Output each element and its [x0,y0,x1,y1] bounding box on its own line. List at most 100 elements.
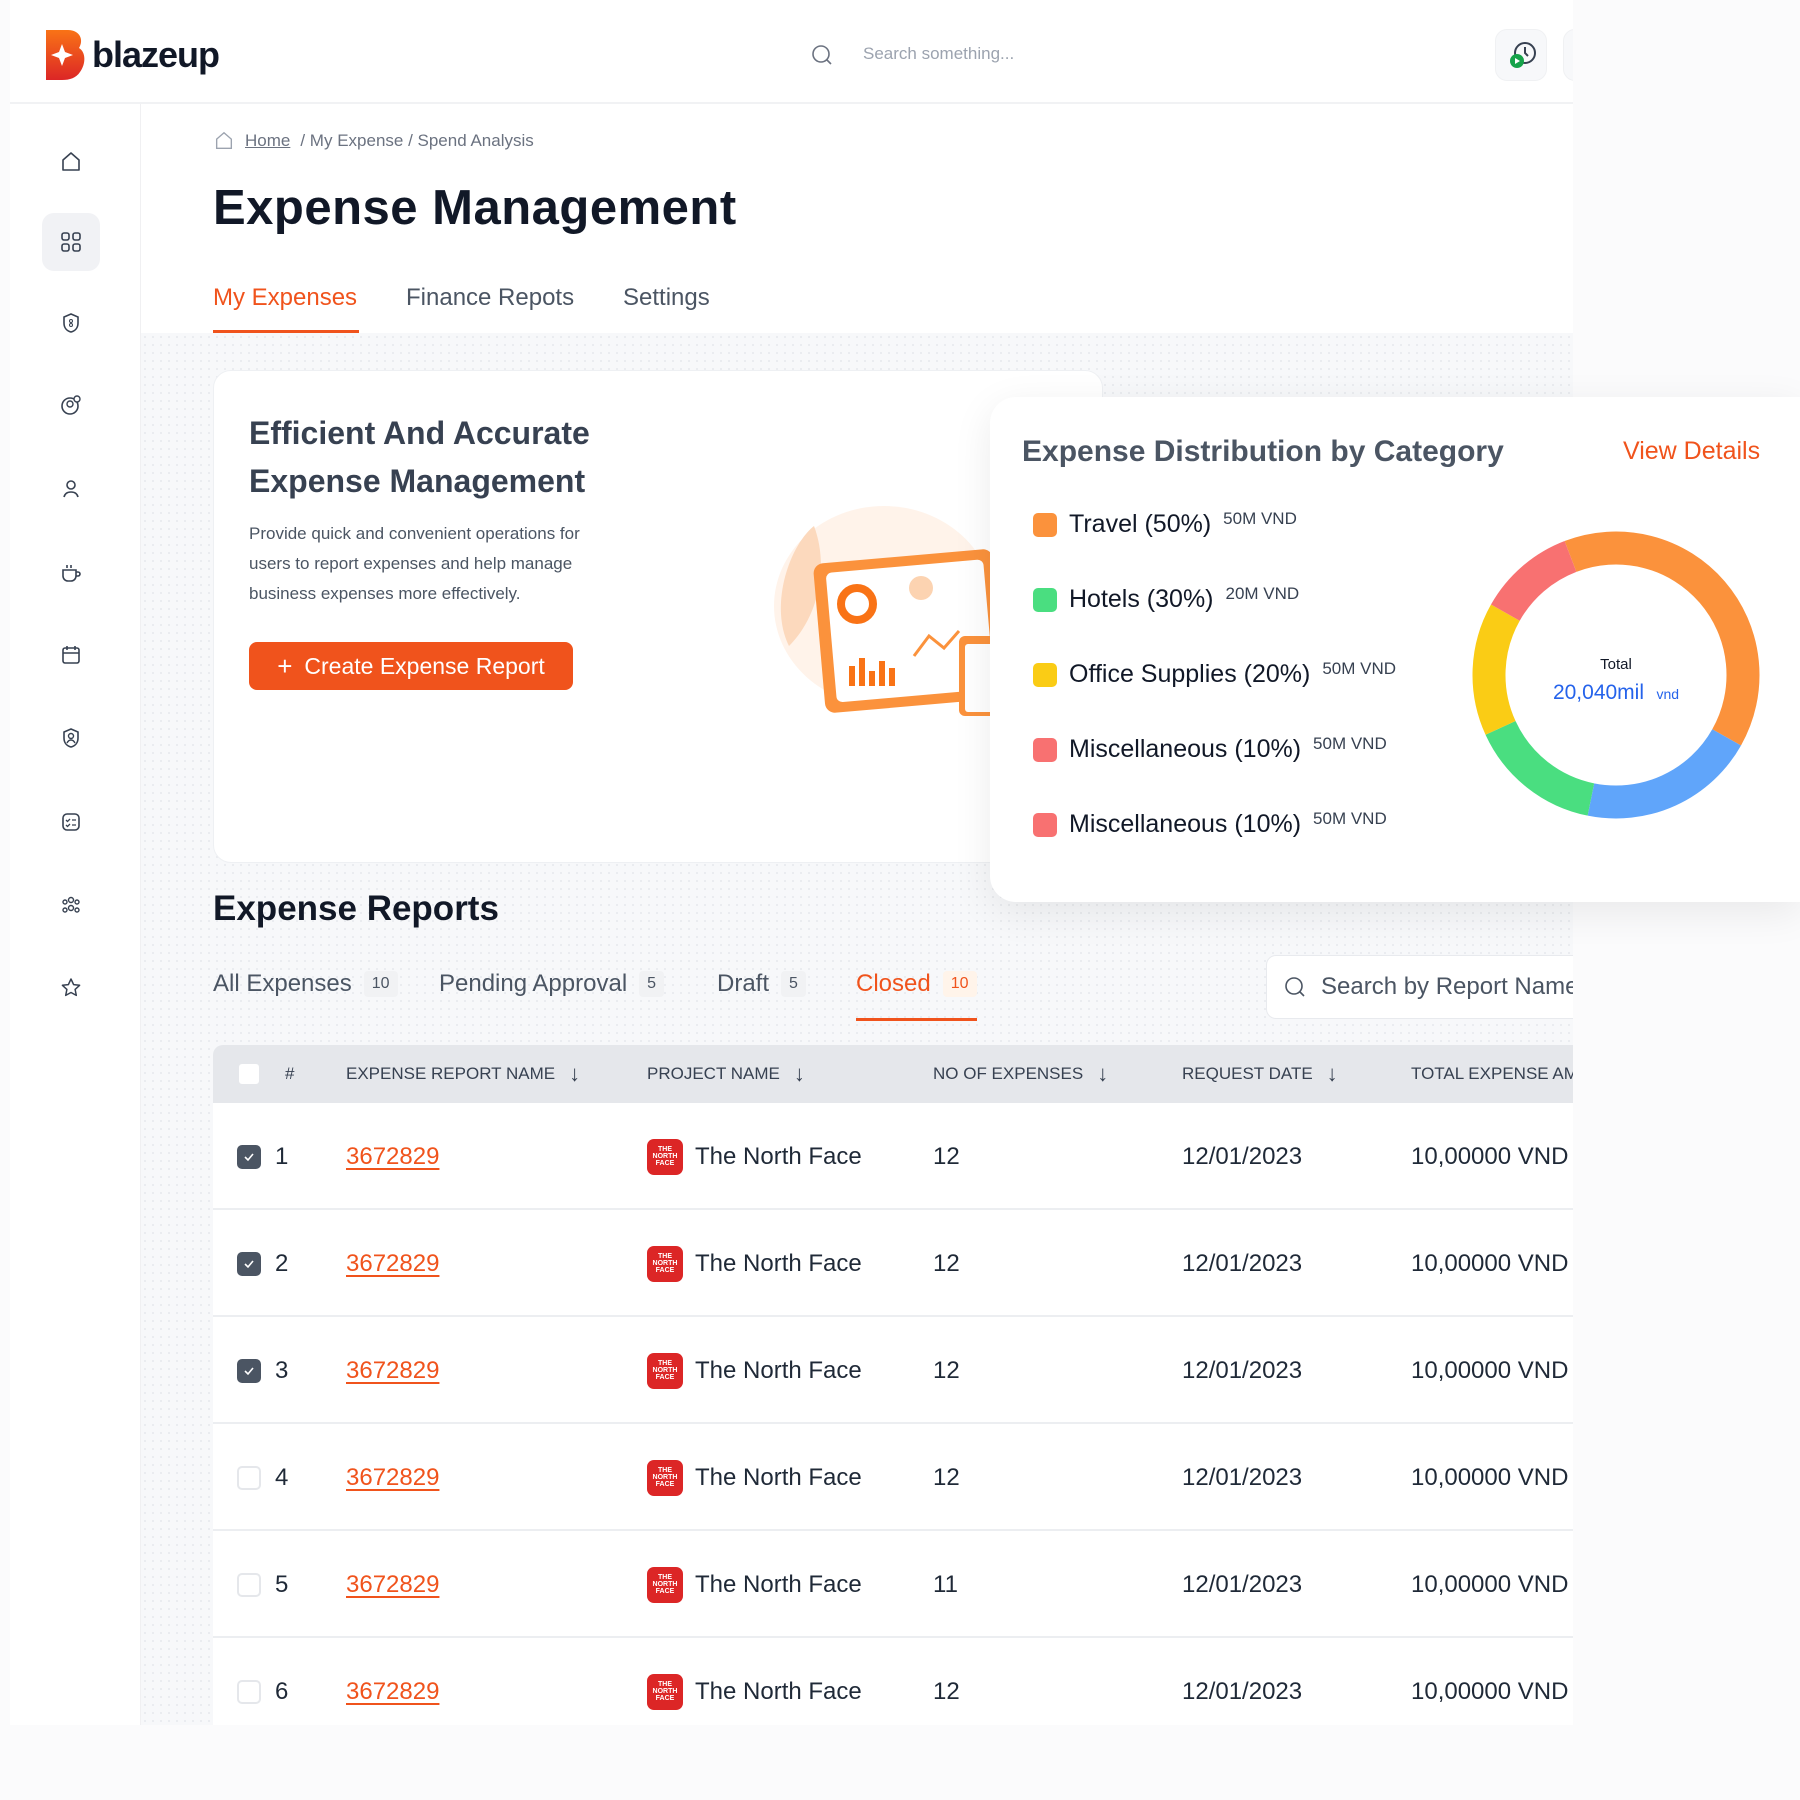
table-row[interactable]: 6 3672829 THE NORTH FACE The North Face 12 … [213,1638,1573,1725]
row-checkbox[interactable] [237,1424,261,1531]
row-checkbox[interactable] [237,1103,261,1210]
row-number: 1 [275,1142,289,1170]
table-row[interactable]: 4 3672829 THE NORTH FACE The North Face 12 … [213,1424,1573,1531]
sidebar-item-favorites[interactable] [42,959,100,1017]
filter-label: Pending Approval [439,970,628,997]
sidebar-item-tasks[interactable] [42,793,100,851]
search-icon [1285,977,1305,997]
breadcrumb-path: / My Expense / Spend Analysis [300,131,534,150]
report-name-link[interactable]: 3672829 [346,1638,439,1725]
tab-finance-reports[interactable]: Finance Repots [406,284,575,311]
total-amount: 10,00000 VND [1411,1249,1569,1277]
sort-arrow-icon: ↓ [1097,1061,1109,1086]
sidebar-item-user-settings[interactable] [42,376,100,434]
report-name[interactable]: 3672829 [346,1463,440,1491]
hero-heading-line: Expense Management [249,463,586,499]
row-checkbox[interactable] [237,1210,261,1317]
filter-label: Draft [717,970,770,997]
grid-icon [61,232,81,252]
sidebar-item-profile[interactable] [42,709,100,767]
user-icon [63,480,79,498]
column-header-report-name[interactable]: EXPENSE REPORT NAME ↓ [346,1045,580,1103]
select-all-checkbox[interactable] [237,1045,261,1103]
tab-settings[interactable]: Settings [623,284,710,311]
column-header-total[interactable]: TOTAL EXPENSE AMO [1411,1064,1573,1083]
sidebar-item-user[interactable] [42,460,100,518]
legend-amount: 50M VND [1223,509,1297,528]
sidebar-item-calendar[interactable] [42,626,100,684]
report-name[interactable]: 3672829 [346,1677,440,1705]
sidebar-item-home[interactable] [42,133,100,191]
filter-all-expenses[interactable]: All Expenses 10 [213,970,398,998]
global-search-input[interactable]: Search something... [863,44,1015,63]
sidebar-item-coffee[interactable] [42,544,100,602]
donut-total-value: 20,040mil vnd [1516,681,1716,705]
table-row[interactable]: 5 3672829 THE NORTH FACE The North Face 11 … [213,1531,1573,1638]
sidebar [10,104,141,1725]
active-filter-indicator [856,1018,977,1021]
sort-arrow-icon: ↓ [1326,1061,1338,1086]
report-name-link[interactable]: 3672829 [346,1317,439,1424]
report-search-input[interactable]: Search by Report Name [1266,955,1573,1019]
report-name-link[interactable]: 3672829 [346,1210,439,1317]
table-row[interactable]: 3 3672829 THE NORTH FACE The North Face 12 … [213,1317,1573,1424]
report-name-link[interactable]: 3672829 [346,1531,439,1638]
breadcrumb-home-link[interactable]: Home [245,131,291,150]
filter-draft[interactable]: Draft 5 [717,970,806,998]
table-row[interactable]: 1 3672829 THE NORTH FACE The North Face 12 … [213,1103,1573,1210]
table-row[interactable]: 2 3672829 THE NORTH FACE The North Face 12 … [213,1210,1573,1317]
sidebar-item-security[interactable] [42,294,100,352]
project-cell: THE NORTH FACE The North Face [647,1638,862,1725]
distribution-title: Expense Distribution by Category [1022,435,1504,468]
hero-heading-line: Efficient And Accurate [249,415,590,451]
report-name-link[interactable]: 3672829 [346,1424,439,1531]
breadcrumb: Home / My Expense / Spend Analysis [213,130,534,152]
report-name[interactable]: 3672829 [346,1142,440,1170]
expense-count: 12 [933,1142,960,1170]
legend-label: Miscellaneous (10%) [1069,810,1302,838]
total-amount: 10,00000 VND [1411,1570,1569,1598]
create-expense-report-button[interactable]: + Create Expense Report [249,642,573,690]
row-checkbox[interactable] [237,1531,261,1638]
hero-description: Provide quick and convenient operations … [249,519,580,609]
row-checkbox[interactable] [237,1317,261,1424]
legend-swatch [1033,662,1057,687]
legend-item: Miscellaneous (10%) 50M VND [1033,734,1387,764]
row-checkbox[interactable] [237,1638,261,1725]
column-header-project-name[interactable]: PROJECT NAME ↓ [647,1045,805,1103]
project-name: The North Face [695,1356,862,1384]
view-details-link[interactable]: View Details [1623,437,1761,465]
report-name[interactable]: 3672829 [346,1570,440,1598]
project-name: The North Face [695,1570,862,1598]
checklist-icon [62,813,80,831]
column-header-no-of-expenses[interactable]: NO OF EXPENSES ↓ [933,1045,1108,1103]
table-header: # EXPENSE REPORT NAME ↓ PROJECT NAME ↓ NO … [213,1045,1573,1103]
sidebar-item-dashboard[interactable] [42,213,100,271]
filter-pending-approval[interactable]: Pending Approval 5 [439,970,665,998]
donut-segment [1472,604,1520,735]
report-name[interactable]: 3672829 [346,1356,440,1384]
expense-count: 12 [933,1677,960,1705]
row-number: 5 [275,1570,289,1598]
sort-arrow-icon: ↓ [793,1061,805,1086]
logo[interactable]: blazeup [46,30,220,80]
column-label: REQUEST DATE [1182,1064,1313,1083]
team-icon [62,896,80,913]
legend-swatch [1033,512,1057,537]
tab-my-expenses[interactable]: My Expenses [213,284,358,311]
total-amount: 20,040mil [1552,681,1645,704]
row-number: 3 [275,1356,289,1384]
clock-play-icon [1510,42,1536,68]
sidebar-item-team[interactable] [42,876,100,934]
project-cell: THE NORTH FACE The North Face [647,1317,862,1424]
filter-closed[interactable]: Closed 10 [856,970,977,998]
column-header-request-date[interactable]: REQUEST DATE ↓ [1182,1045,1338,1103]
legend-swatch [1033,812,1057,837]
expense-count: 11 [933,1570,958,1598]
request-date: 12/01/2023 [1182,1570,1303,1598]
legend-label: Travel (50%) [1069,510,1212,538]
history-button[interactable] [1495,29,1547,81]
report-name-link[interactable]: 3672829 [346,1103,439,1210]
report-name[interactable]: 3672829 [346,1249,440,1277]
header-button[interactable] [1563,29,1573,81]
